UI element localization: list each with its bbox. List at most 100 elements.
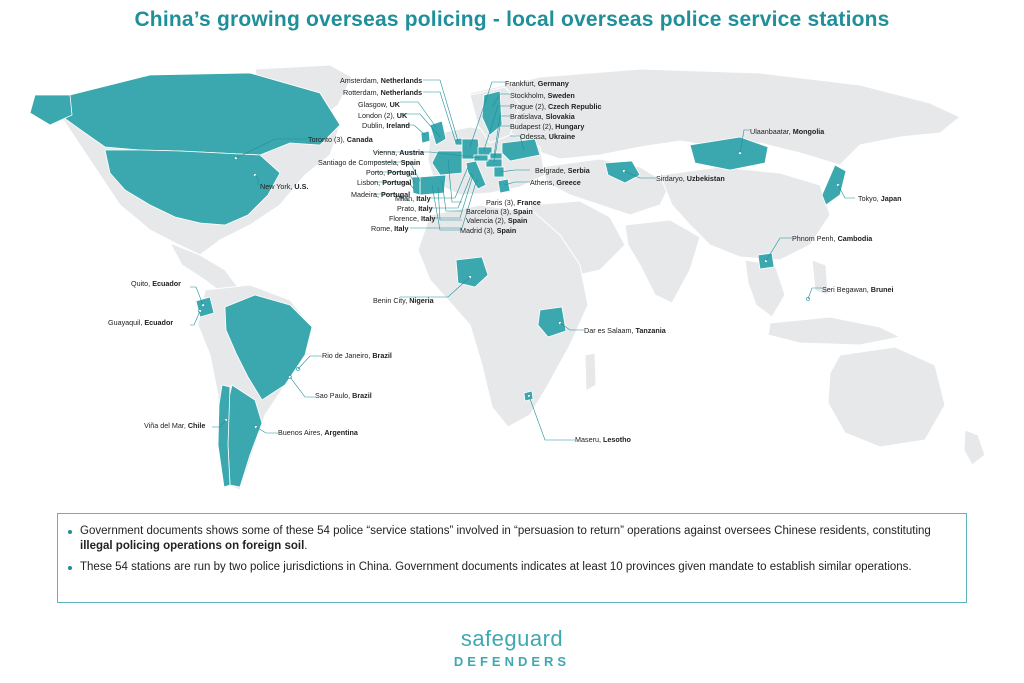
country-japan xyxy=(821,164,847,206)
leader-lisbon xyxy=(373,181,415,190)
station-label-toronto: Toronto (3), Canada xyxy=(308,135,373,144)
leader-phnompenh xyxy=(765,237,792,262)
country-tanzania xyxy=(537,306,567,338)
leader-belgrade xyxy=(499,169,530,173)
country-usa-alaska xyxy=(29,94,73,126)
station-label-ulaanbaatar: Ulaanbaatar, Mongolia xyxy=(750,127,825,136)
land-russia xyxy=(469,68,961,166)
station-label-belgrade: Belgrade, Serbia xyxy=(535,166,590,175)
country-serbia xyxy=(493,166,505,178)
leader-milan xyxy=(430,166,469,199)
leader-bratislava xyxy=(493,115,510,157)
leader-saopaulo xyxy=(289,376,315,398)
leader-budapest xyxy=(493,125,510,163)
info-bullet-1: Government documents shows some of these… xyxy=(68,524,952,554)
station-label-florence: Florence, Italy xyxy=(389,214,436,223)
station-label-sirdaryo: Sirdaryo, Uzbekistan xyxy=(656,174,725,183)
country-ukraine xyxy=(501,138,541,162)
station-label-saopaulo: Sao Paulo, Brazil xyxy=(315,391,372,400)
station-label-vinadelmar: Viña del Mar, Chile xyxy=(144,421,206,430)
station-label-quito: Quito, Ecuador xyxy=(131,279,181,288)
country-uk xyxy=(429,120,447,146)
land-madagascar xyxy=(584,352,597,392)
marker-buenosaires xyxy=(254,425,258,429)
station-label-prague: Prague (2), Czech Republic xyxy=(510,102,602,111)
station-label-rome: Rome, Italy xyxy=(371,224,409,233)
country-brazil xyxy=(224,294,313,401)
station-label-rotterdam: Rotterdam, Netherlands xyxy=(343,88,423,97)
station-label-santiago: Santiago de Compostela, Spain xyxy=(318,158,421,167)
leader-vienna xyxy=(373,151,481,159)
logo-defenders: DEFENDERS xyxy=(453,654,571,669)
land-indonesia xyxy=(767,316,902,346)
leader-valencia xyxy=(437,186,462,221)
station-label-odessa: Odessa, Ukraine xyxy=(520,132,576,141)
leader-guayaquil xyxy=(190,310,201,326)
land-seasia xyxy=(744,259,786,318)
station-label-amsterdam: Amsterdam, Netherlands xyxy=(340,76,423,85)
leader-maseru xyxy=(528,395,575,441)
station-label-frankfurt: Frankfurt, Germany xyxy=(505,79,569,88)
leader-newyork xyxy=(254,174,259,185)
leader-rio xyxy=(297,355,322,370)
station-label-bratislava: Bratislava, Slovakia xyxy=(510,112,575,121)
land-china xyxy=(659,166,831,261)
leader-quito xyxy=(190,286,204,306)
leader-madeira xyxy=(373,193,411,202)
station-label-glasgow: Glasgow, UK xyxy=(358,100,400,109)
station-label-seribegawan: Seri Begawan, Brunei xyxy=(822,285,894,294)
map-title: China’s growing overseas policing - loca… xyxy=(134,8,890,31)
info-bullet-2: These 54 stations are run by two police … xyxy=(68,560,952,575)
leader-frankfurt xyxy=(469,81,505,148)
country-france xyxy=(431,150,463,176)
station-label-madrid: Madrid (3), Spain xyxy=(460,226,517,235)
station-label-stockholm: Stockholm, Sweden xyxy=(510,91,575,100)
leader-prague xyxy=(483,105,510,151)
leader-dar xyxy=(559,322,584,331)
station-label-athens: Athens, Greece xyxy=(530,178,581,187)
station-label-buenosaires: Buenos Aires, Argentina xyxy=(278,428,358,437)
leader-paris xyxy=(447,158,462,203)
station-label-madeira: Madeira, Portugal xyxy=(351,190,411,199)
land-india xyxy=(624,219,701,304)
station-label-budapest: Budapest (2), Hungary xyxy=(510,122,585,131)
leader-porto xyxy=(373,171,416,184)
leader-glasgow xyxy=(400,101,437,128)
leader-benin xyxy=(400,276,471,298)
country-usa xyxy=(104,149,281,226)
station-label-riodejaneiro: Rio de Janeiro, Brazil xyxy=(322,351,392,360)
station-label-tokyo: Tokyo, Japan xyxy=(858,194,902,203)
country-chile xyxy=(217,384,231,488)
leader-madrid xyxy=(431,184,462,231)
world-map xyxy=(29,64,986,491)
leader-dublin xyxy=(400,124,426,136)
leader-rotterdam xyxy=(423,91,457,144)
country-greece xyxy=(497,178,511,194)
leader-vina xyxy=(212,419,227,428)
station-label-benincity: Benin City, Nigeria xyxy=(373,296,434,305)
info-box: Government documents shows some of these… xyxy=(57,513,967,603)
leader-toronto xyxy=(235,138,308,159)
leader-tokyo xyxy=(837,184,855,199)
leader-athens xyxy=(503,181,530,186)
leader-london xyxy=(400,113,441,138)
station-label-prato: Prato, Italy xyxy=(397,204,433,213)
country-austria xyxy=(473,154,489,162)
leader-stockholm xyxy=(491,93,510,108)
land-newzealand xyxy=(963,429,986,466)
leader-seri xyxy=(807,287,822,300)
station-label-valencia: Valencia (2), Spain xyxy=(466,216,528,225)
leader-amsterdam xyxy=(423,79,459,142)
station-label-phnompenh: Phnom Penh, Cambodia xyxy=(792,234,873,243)
leader-odessa xyxy=(510,135,525,151)
leader-barcelona xyxy=(441,180,462,212)
station-label-vienna: Vienna, Austria xyxy=(373,148,425,157)
station-label-newyork: New York, U.S. xyxy=(260,182,309,191)
station-label-barcelona: Barcelona (3), Spain xyxy=(466,207,533,216)
country-netherlands xyxy=(454,137,463,146)
logo-safeguard: safeguard xyxy=(460,626,564,651)
land-australia xyxy=(827,346,946,448)
country-sweden xyxy=(481,90,503,136)
leader-buenosaires xyxy=(255,426,278,434)
leader-sirdaryo xyxy=(623,170,656,179)
